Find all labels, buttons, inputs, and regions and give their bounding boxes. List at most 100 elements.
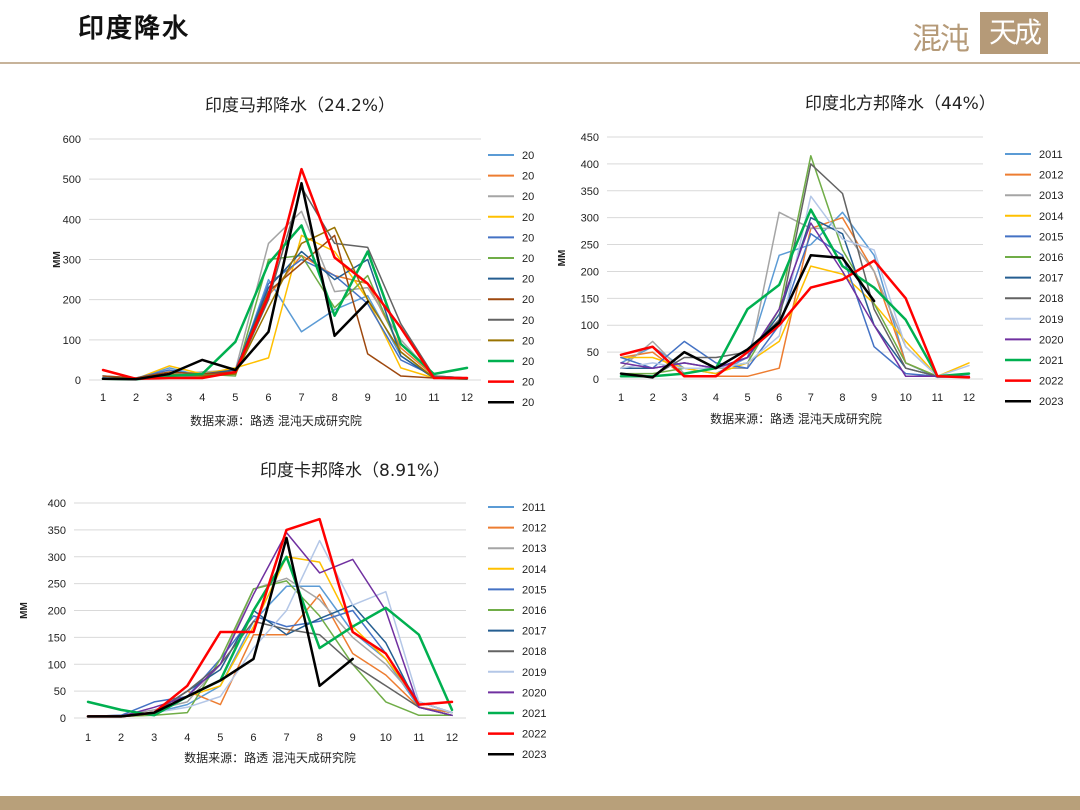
x-tick-label: 12 xyxy=(963,392,975,404)
legend-label: 20 xyxy=(522,274,534,286)
x-tick-label: 2 xyxy=(133,392,139,404)
x-tick-label: 11 xyxy=(413,732,424,744)
legend-label: 2019 xyxy=(1039,314,1063,326)
chart-maharashtra: 印度马邦降水（24.2%） 0 100 200 300 400 500 600 MM 1 2 3 4 5 6… xyxy=(30,85,550,435)
legend-label: 2017 xyxy=(1039,273,1063,285)
x-tick-label: 11 xyxy=(932,392,943,404)
x-tick-label: 9 xyxy=(350,732,356,744)
series-line xyxy=(619,259,971,379)
page-title: 印度降水 xyxy=(78,14,191,44)
legend-label: 2015 xyxy=(1039,231,1063,243)
series-line xyxy=(102,234,468,380)
source-note: 数据来源：路透 混沌天成研究院 xyxy=(190,413,362,428)
series-line xyxy=(102,186,468,380)
legend-label: 2022 xyxy=(522,729,546,741)
legend-label: 2014 xyxy=(522,564,546,576)
series-line xyxy=(87,539,453,718)
legend-label: 20 xyxy=(522,191,534,203)
series-line xyxy=(86,536,354,718)
legend-label: 20 xyxy=(522,150,534,162)
x-tick-label: 3 xyxy=(166,392,172,404)
x-tick-label: 1 xyxy=(618,392,624,404)
x-tick-label: 12 xyxy=(446,732,458,744)
x-tick-label: 1 xyxy=(100,392,106,404)
y-tick-label: 100 xyxy=(63,335,81,347)
x-tick-label: 6 xyxy=(250,732,256,744)
x-tick-label: 12 xyxy=(461,392,473,404)
legend-label: 2021 xyxy=(522,708,546,720)
series-line xyxy=(620,163,970,378)
y-tick-label: 600 xyxy=(63,134,81,146)
legend-label: 2013 xyxy=(1039,190,1063,202)
legend-label: 20 xyxy=(522,232,534,244)
y-tick-label: 350 xyxy=(48,525,66,537)
x-tick-label: 5 xyxy=(217,732,223,744)
x-tick-label: 9 xyxy=(871,392,877,404)
chart-uttar-pradesh: 印度北方邦降水（44%） 0 50 100 150 200 250 300 350 400 450 M… xyxy=(557,85,1080,435)
series-line xyxy=(101,181,369,381)
series-line xyxy=(102,250,468,380)
legend-label: 2023 xyxy=(1039,396,1063,408)
x-tick-label: 8 xyxy=(332,392,338,404)
legend-label: 2016 xyxy=(522,605,546,617)
legend-label: 2014 xyxy=(1039,211,1063,223)
legend-label: 2023 xyxy=(522,749,546,761)
legend-label: 2018 xyxy=(1039,293,1063,305)
x-tick-label: 8 xyxy=(317,732,323,744)
x-tick-label: 7 xyxy=(808,392,814,404)
y-tick-label: 100 xyxy=(581,320,599,332)
series-line xyxy=(102,258,468,379)
x-tick-label: 4 xyxy=(199,392,205,404)
legend-label: 2021 xyxy=(1039,355,1063,367)
x-tick-label: 6 xyxy=(776,392,782,404)
x-tick-label: 3 xyxy=(681,392,687,404)
x-tick-label: 2 xyxy=(118,732,124,744)
legend-label: 20 xyxy=(522,377,534,389)
chart-title: 印度马邦降水（24.2%） xyxy=(205,96,395,116)
y-axis-label: MM xyxy=(52,251,63,268)
legend-label: 2022 xyxy=(1039,376,1063,388)
logo-text-left: 混沌 xyxy=(912,22,970,57)
legend-label: 20 xyxy=(522,315,534,327)
x-tick-label: 4 xyxy=(184,732,190,744)
x-tick-label: 2 xyxy=(650,392,656,404)
series-line xyxy=(87,609,453,718)
y-tick-label: 500 xyxy=(63,174,81,186)
series-line xyxy=(619,254,876,379)
y-tick-label: 0 xyxy=(593,374,599,386)
y-tick-label: 150 xyxy=(48,632,66,644)
y-tick-label: 0 xyxy=(60,713,66,725)
x-tick-label: 10 xyxy=(380,732,392,744)
series-line xyxy=(619,208,971,378)
logo-text-right: 天成 xyxy=(980,12,1048,54)
x-tick-label: 7 xyxy=(283,732,289,744)
series-line xyxy=(101,224,469,381)
series-line xyxy=(101,167,469,381)
x-tick-label: 9 xyxy=(365,392,371,404)
series-line xyxy=(87,585,453,718)
y-tick-label: 300 xyxy=(48,552,66,564)
series-line xyxy=(102,234,468,380)
series-line xyxy=(620,155,970,378)
x-tick-label: 7 xyxy=(298,392,304,404)
series-line xyxy=(102,226,468,380)
chart-svg: 印度卡邦降水（8.91%） 0 50 100 150 200 250 300 350 400 MM 1… xyxy=(19,461,546,765)
series-line xyxy=(87,620,453,718)
legend-label: 2012 xyxy=(1039,170,1063,182)
legend-label: 20 xyxy=(522,212,534,224)
legend-label: 20 xyxy=(522,171,534,183)
x-tick-label: 4 xyxy=(713,392,719,404)
chart-title: 印度卡邦降水（8.91%） xyxy=(260,461,450,481)
y-tick-label: 200 xyxy=(48,606,66,618)
series-line xyxy=(620,233,970,378)
y-tick-label: 50 xyxy=(587,347,599,359)
y-tick-label: 150 xyxy=(581,293,599,305)
y-tick-label: 250 xyxy=(48,579,66,591)
source-note: 数据来源：路透 混沌天成研究院 xyxy=(184,750,356,765)
footer-bar xyxy=(0,796,1080,810)
legend-label: 20 xyxy=(522,356,534,368)
y-tick-label: 100 xyxy=(48,659,66,671)
series-line xyxy=(87,604,453,718)
header-divider xyxy=(0,62,1080,64)
